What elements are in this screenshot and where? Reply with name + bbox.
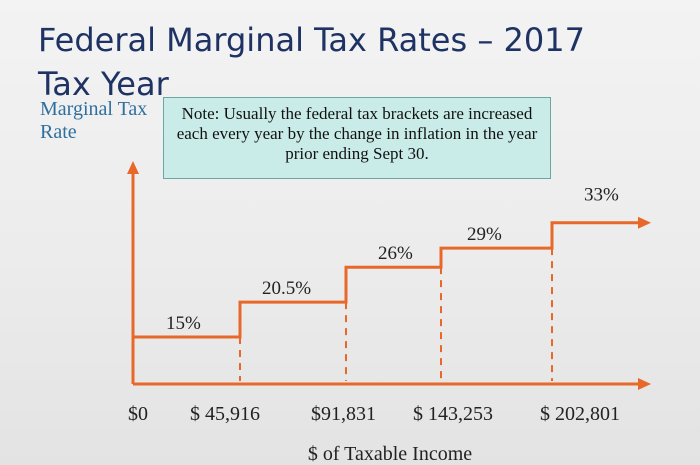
rate-label: 29% [467,224,502,245]
tax-rate-step-line [133,221,640,339]
y-axis-label: Marginal Tax Rate [40,98,148,143]
rate-label: 20.5% [262,278,311,299]
rate-label: 26% [378,243,413,264]
chart-title: Federal Marginal Tax Rates – 2017 Tax Ye… [38,21,585,103]
step-line-arrowhead [638,216,651,229]
x-axis-title: $ of Taxable Income [308,443,472,465]
y-axis-arrowhead [127,161,139,174]
x-tick-label: $ 45,916 [190,403,260,425]
rate-label: 15% [166,313,201,334]
x-axis-arrowhead [638,378,651,390]
x-tick-label: $ 202,801 [540,403,620,425]
rate-label: 33% [584,185,619,206]
x-tick-label: $0 [128,403,148,425]
note-box: Note: Usually the federal tax brackets a… [163,97,551,179]
x-tick-label: $91,831 [311,403,376,425]
x-tick-label: $ 143,253 [413,403,493,425]
